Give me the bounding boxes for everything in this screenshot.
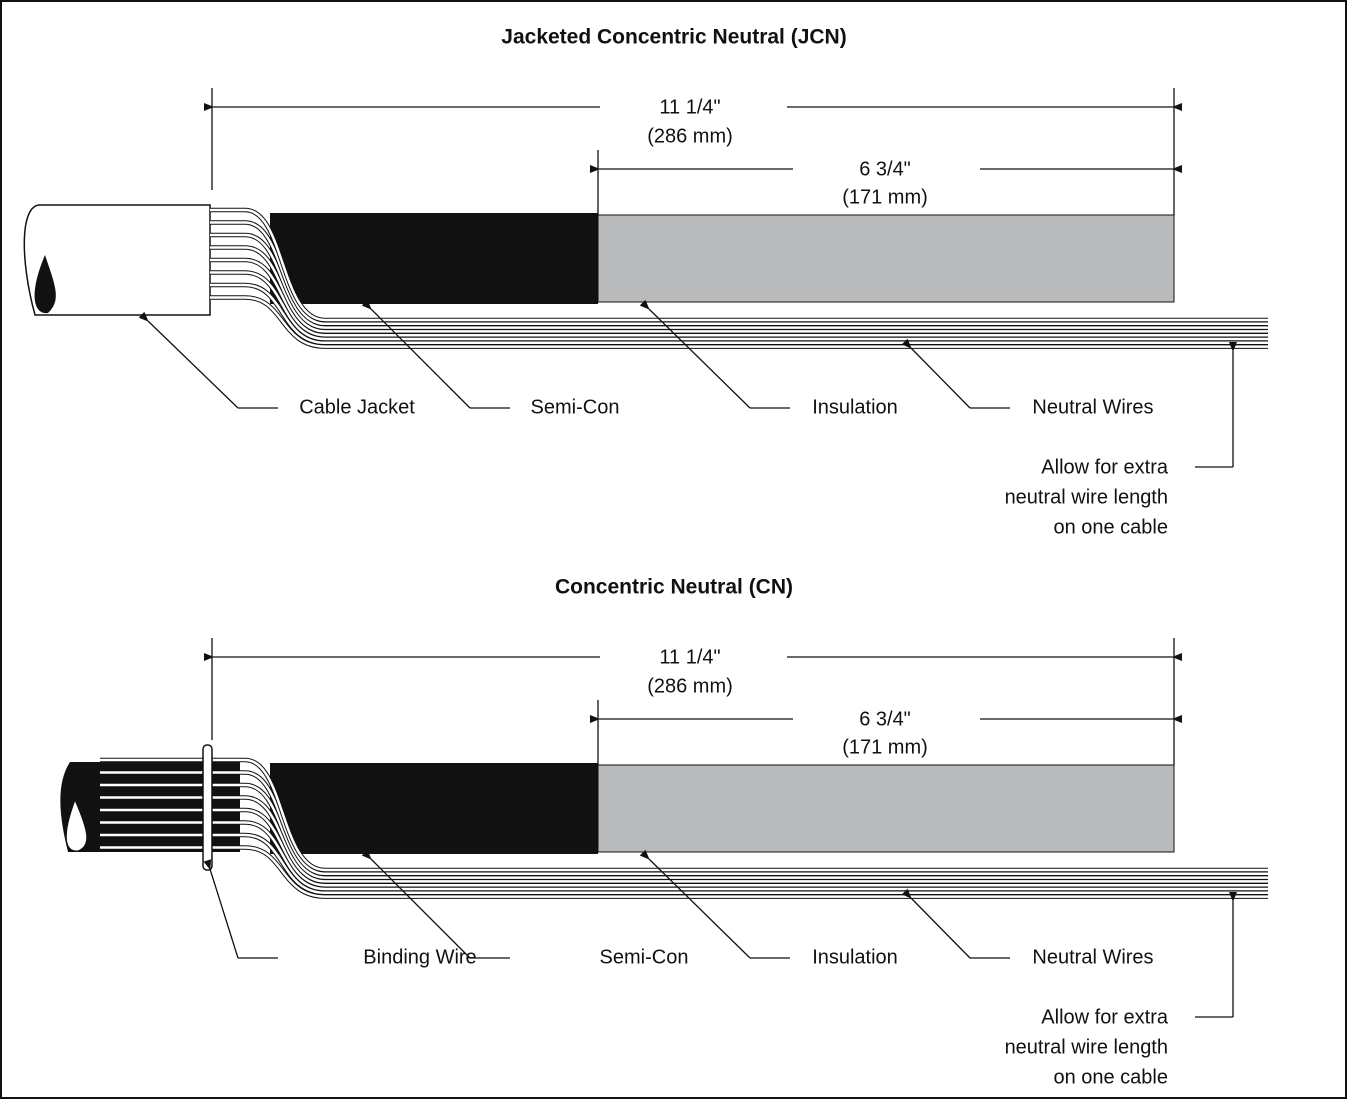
leader-line	[639, 849, 751, 959]
dimension-label: 11 1/4"	[659, 646, 720, 668]
note-text: on one cable	[1053, 1066, 1168, 1088]
dimension-label: 11 1/4"	[659, 96, 720, 118]
neutral-wire	[100, 758, 1268, 872]
insulation	[597, 764, 1175, 853]
semi-con	[270, 213, 598, 304]
cable-jacket	[23, 204, 211, 316]
note-text: Allow for extra	[1041, 1006, 1169, 1028]
jacket-cut	[34, 255, 56, 314]
neutral-wire	[210, 258, 1268, 337]
cable-body	[60, 762, 241, 852]
dimension-label: (171 mm)	[842, 186, 928, 208]
neutral-wire	[210, 233, 1268, 329]
leader-line	[639, 299, 751, 409]
dimension-label: (286 mm)	[647, 675, 733, 697]
neutral-wire	[210, 271, 1268, 341]
note-text: on one cable	[1053, 516, 1168, 538]
neutral-wire	[210, 221, 1268, 326]
callout-label: Semi-Con	[531, 396, 620, 418]
callout-label: Semi-Con	[600, 946, 689, 968]
neutral-wire	[210, 246, 1268, 333]
panel-title: Jacketed Concentric Neutral (JCN)	[501, 26, 846, 49]
dimension-label: 6 3/4"	[859, 158, 911, 180]
dimension-label: (171 mm)	[842, 736, 928, 758]
neutral-wire	[210, 208, 1268, 322]
leader-line	[901, 338, 971, 409]
callout-label: Insulation	[812, 396, 898, 418]
neutral-wire	[100, 796, 1268, 883]
dimension-label: (286 mm)	[647, 125, 733, 147]
binding-wire	[202, 744, 213, 871]
callout-label: Cable Jacket	[299, 396, 415, 418]
neutral-wire	[100, 833, 1268, 895]
leader-line	[138, 311, 239, 409]
semi-con	[270, 763, 598, 854]
callout-label: Neutral Wires	[1032, 946, 1153, 968]
note-text: neutral wire length	[1005, 1036, 1168, 1058]
neutral-wire	[210, 296, 1268, 348]
leader-line	[203, 859, 239, 959]
neutral-wire	[100, 783, 1268, 879]
neutral-wire	[100, 771, 1268, 876]
leader-line	[361, 849, 471, 959]
dimension-label: 6 3/4"	[859, 708, 911, 730]
leader-line	[901, 888, 971, 959]
leader-line	[361, 299, 471, 409]
callout-label: Insulation	[812, 946, 898, 968]
neutral-wire	[100, 846, 1268, 898]
callout-label: Neutral Wires	[1032, 396, 1153, 418]
callout-label: Binding Wire	[363, 946, 476, 968]
note-text: neutral wire length	[1005, 486, 1168, 508]
insulation	[597, 214, 1175, 303]
neutral-wire	[100, 808, 1268, 887]
panel-title: Concentric Neutral (CN)	[555, 576, 793, 599]
neutral-wire	[100, 821, 1268, 891]
note-text: Allow for extra	[1041, 456, 1169, 478]
cable-cut	[65, 798, 88, 852]
neutral-wire	[210, 283, 1268, 345]
